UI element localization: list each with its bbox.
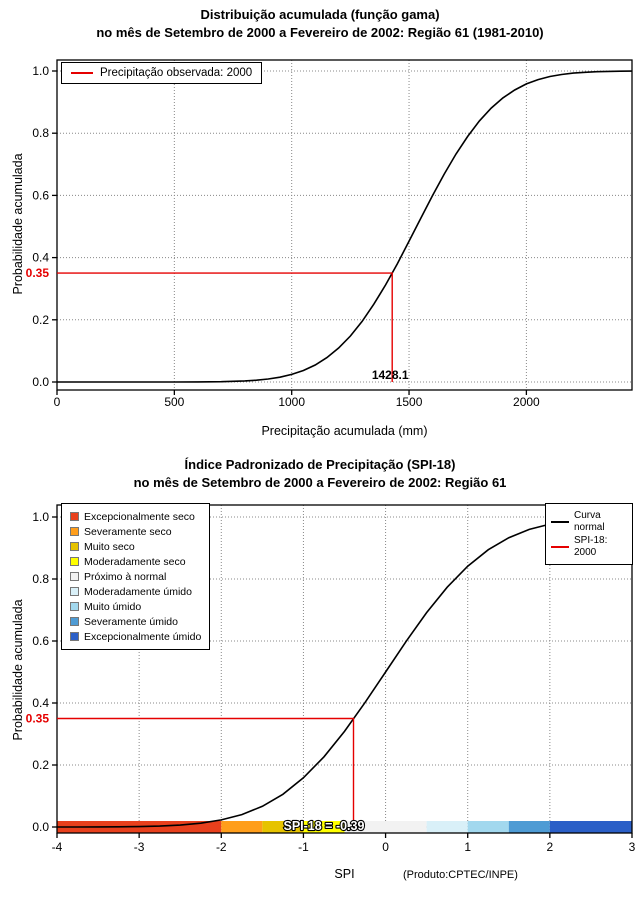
x-tick-label: 0 [382,840,389,854]
category-swatch [70,527,79,536]
y-tick-label: 0.4 [32,251,49,265]
x-tick-label: -3 [134,840,145,854]
legend-observed: Precipitação observada: 2000 [61,62,263,84]
legend-item: Muito úmido [70,599,201,614]
spi-annotation: SPI-18 = -0.39 [283,819,364,833]
chart-subtitle: no mês de Setembro de 2000 a Fevereiro d… [133,475,507,490]
category-label: Próximo à normal [84,570,167,583]
category-swatch [70,512,79,521]
category-band-segment [303,821,345,833]
spi-line-sample [551,545,569,548]
category-label: Severamente úmido [84,615,178,628]
chart-title: Distribuição acumulada (função gama) [200,7,440,22]
x-tick-label: 500 [164,395,184,409]
category-swatch [70,587,79,596]
y-tick-label: 0.6 [32,188,49,202]
chart-title: Índice Padronizado de Precipitação (SPI-… [184,457,456,472]
y-tick-label: 0.2 [32,313,49,327]
category-swatch [70,602,79,611]
plot-frame [56,504,633,834]
cdf-curve [57,70,633,383]
x-tick-label: -1 [298,840,309,854]
y-tick-label: 0.0 [32,375,49,389]
category-band-segment [467,821,509,833]
x-tick-label: -4 [52,840,63,854]
x-tick-label: 3 [629,840,636,854]
y-tick-label: 0.2 [32,758,49,772]
x-tick-label: 1 [464,840,471,854]
legend-item: SPI-18: 2000 [551,535,627,558]
x-tick-label: 1500 [396,395,423,409]
legend-item: Severamente úmido [70,614,201,629]
category-label: Excepcionalmente seco [84,510,195,523]
reference-line [57,717,355,827]
observed-line-sample [71,72,93,74]
legend-item: Muito seco [70,539,201,554]
category-band-segment [221,821,263,833]
legend-spi-categories: Excepcionalmente seco Severamente seco M… [61,503,211,650]
y-tick-label: 0.0 [32,820,49,834]
spi-chart: -4 -3 -2 -1 0 1 2 3 0.0 0.2 0.4 0.6 0.8 1.0 0.35 SPI-18… [0,450,640,900]
category-label: Severamente seco [84,525,172,538]
normal-curve-label: Curva normal [574,510,605,533]
legend-item: Moderadamente úmido [70,584,201,599]
x-tick-label: 2 [547,840,554,854]
category-swatch [70,617,79,626]
x-tick-label: 0 [54,395,61,409]
legend-item: Excepcionalmente seco [70,509,201,524]
legend-item: Severamente seco [70,524,201,539]
cdf-curve [57,516,633,828]
probability-label: 0.35 [26,712,50,726]
gamma-cdf-plot: 0 500 1000 1500 2000 0.0 0.2 0.4 0.6 0.8 1.0 0.35 14… [26,59,633,409]
category-swatch [70,632,79,641]
x-axis-label: Precipitação acumulada (mm) [261,424,428,438]
category-label: Muito seco [84,540,135,553]
y-tick-label: 0.4 [32,696,49,710]
x-axis-label: SPI [334,867,355,881]
category-label: Muito úmido [84,600,142,613]
x-tick-label: 2000 [513,395,540,409]
y-tick-label: 1.0 [32,510,49,524]
spi-curve-label: SPI-18: 2000 [574,535,608,558]
legend-item: Excepcionalmente úmido [70,629,201,644]
y-axis-label: Probabilidade acumulada [11,599,25,741]
x-tick-label: -2 [216,840,227,854]
y-tick-label: 1.0 [32,64,49,78]
category-band-segment [344,821,427,833]
legend-curves: Curva normal SPI-18: 2000 [545,503,633,565]
y-tick-label: 0.8 [32,126,49,140]
y-tick-label: 0.6 [32,634,49,648]
reference-line [57,272,393,382]
category-swatch [70,572,79,581]
probability-label: 0.35 [26,266,50,280]
plot-frame [56,59,633,391]
x-tick-label: 1000 [278,395,305,409]
category-label: Moderadamente seco [84,555,186,568]
legend-item: Próximo à normal [70,569,201,584]
normal-curve-line-sample [551,520,569,523]
category-swatch [70,557,79,566]
chart-subtitle: no mês de Setembro de 2000 a Fevereiro d… [96,25,544,40]
category-label: Moderadamente úmido [84,585,192,598]
category-band-segment [426,821,468,833]
y-axis-label: Probabilidade acumulada [11,153,25,295]
value-label: 1428.1 [372,368,409,382]
category-band-segment [549,821,632,833]
gamma-cdf-chart: 0 500 1000 1500 2000 0.0 0.2 0.4 0.6 0.8 1.0 0.35 14… [11,7,633,438]
legend-item: Moderadamente seco [70,554,201,569]
legend-observed-label: Precipitação observada: 2000 [100,67,253,79]
category-band-segment [262,821,304,833]
category-swatch [70,542,79,551]
category-band-segment [508,821,550,833]
y-tick-label: 0.8 [32,572,49,586]
category-label: Excepcionalmente úmido [84,630,202,643]
product-credit: (Produto:CPTEC/INPE) [403,869,518,881]
legend-item: Curva normal [551,510,627,533]
